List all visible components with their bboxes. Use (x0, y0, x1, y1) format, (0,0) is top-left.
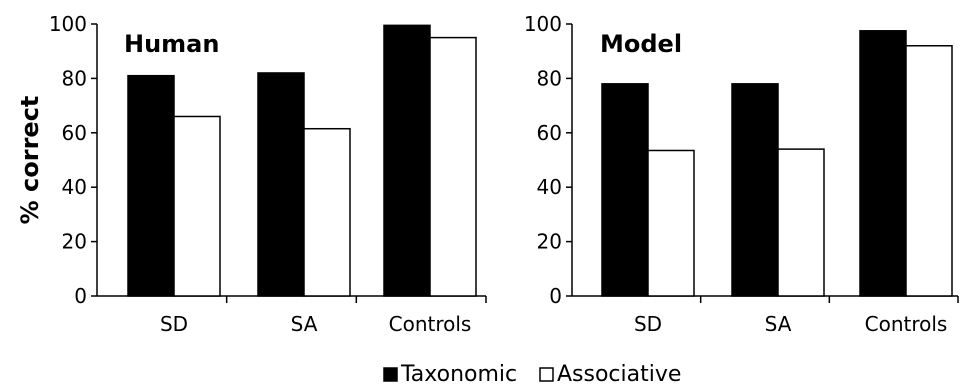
y-tick-label: 0 (549, 284, 562, 308)
bar-associative-sa (303, 127, 351, 297)
legend: Taxonomic Associative (383, 362, 681, 387)
bar-taxonomic-sd (601, 83, 649, 297)
y-tick-label: 60 (537, 121, 562, 145)
bar-associative-controls (905, 45, 953, 297)
bar-taxonomic-sd (127, 74, 175, 297)
legend-swatch-associative (539, 367, 554, 382)
x-tick-label: SA (291, 312, 318, 336)
x-tick-label: Controls (865, 312, 948, 336)
y-tick-label: 20 (62, 230, 87, 254)
panel-human: Human 0 20 40 60 80 100 SD SA Controls (49, 12, 487, 336)
panel-title: Human (124, 30, 219, 58)
bar-associative-controls (429, 36, 477, 297)
y-tick-label: 60 (62, 121, 87, 145)
x-tick-label: Controls (389, 312, 472, 336)
bar-taxonomic-sa (257, 72, 305, 297)
legend-swatch-taxonomic (383, 367, 398, 382)
panel-model: Model 0 20 40 60 80 100 SD SA Controls (524, 12, 959, 336)
y-tick-label: 40 (62, 175, 87, 199)
legend-label-associative: Associative (557, 362, 681, 387)
x-tick-label: SD (634, 312, 662, 336)
y-axis-title: % correct (16, 96, 44, 225)
bar-associative-sd (647, 149, 695, 297)
y-tick-label: 40 (537, 175, 562, 199)
y-tick-label: 80 (537, 66, 562, 90)
x-tick-label: SD (160, 312, 188, 336)
y-tick-label: 20 (537, 230, 562, 254)
bar-taxonomic-sa (731, 83, 779, 297)
bar-taxonomic-controls (383, 24, 431, 297)
y-tick-label: 100 (49, 12, 87, 36)
y-tick-label: 0 (74, 284, 87, 308)
legend-label-taxonomic: Taxonomic (400, 362, 517, 387)
x-tick-label: SA (765, 312, 792, 336)
y-tick-label: 80 (62, 66, 87, 90)
bar-taxonomic-controls (859, 30, 907, 297)
bar-associative-sd (173, 115, 221, 297)
panel-title: Model (600, 30, 682, 58)
bar-associative-sa (777, 148, 825, 297)
y-tick-label: 100 (524, 12, 562, 36)
